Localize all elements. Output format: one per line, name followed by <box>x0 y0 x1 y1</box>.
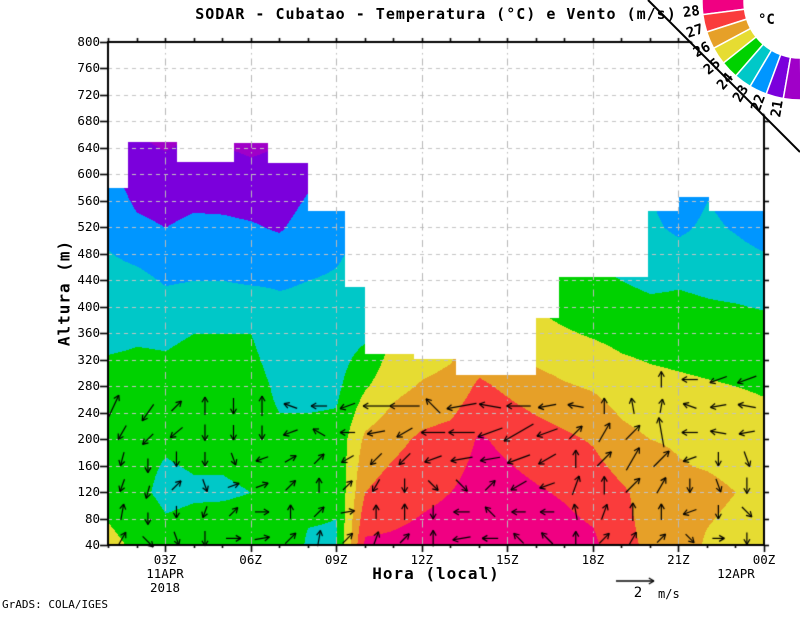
x-tick-label: 12Z <box>410 552 434 567</box>
y-tick-label: 760 <box>77 60 100 76</box>
y-tick-label: 240 <box>77 404 100 420</box>
x-tick-label: 18Z <box>581 552 605 567</box>
y-tick-label: 600 <box>77 166 100 182</box>
x-tick-label: 09Z <box>324 552 348 567</box>
y-tick-label: 640 <box>77 139 100 155</box>
y-tick-label: 480 <box>77 245 100 261</box>
y-tick-label: 800 <box>77 34 100 49</box>
x-tick-sublabel: 11APR <box>146 566 184 581</box>
vector-scale-unit: m/s <box>658 587 680 601</box>
x-tick-label: 21Z <box>667 552 690 567</box>
y-tick-label: 680 <box>77 113 100 129</box>
chart-title: SODAR - Cubatao - Temperatura (°C) e Ven… <box>195 5 677 23</box>
y-tick-label: 120 <box>77 484 100 500</box>
y-tick-label: 560 <box>77 192 100 208</box>
y-tick-label: 40 <box>84 537 100 552</box>
y-tick-label: 440 <box>77 272 100 288</box>
y-tick-label: 520 <box>77 219 100 235</box>
grads-watermark: GrADS: COLA/IGES <box>2 598 108 611</box>
y-tick-label: 720 <box>77 86 100 102</box>
x-tick-sublabel: 12APR <box>717 566 755 581</box>
y-tick-label: 400 <box>77 298 100 314</box>
x-tick-sublabel: 2018 <box>149 580 181 595</box>
x-axis-title: Hora (local) <box>372 564 500 583</box>
y-tick-label: 320 <box>77 351 100 367</box>
y-tick-label: 360 <box>77 325 100 341</box>
x-tick-label: 03Z <box>153 552 177 567</box>
y-tick-label: 280 <box>77 378 100 394</box>
y-tick-label: 80 <box>84 510 100 526</box>
vector-scale-value: 2 <box>633 585 643 601</box>
x-tick-label: 15Z <box>496 552 519 567</box>
x-tick-label: 00Z <box>752 552 776 567</box>
y-tick-label: 200 <box>77 431 100 447</box>
y-tick-label: 160 <box>77 457 100 473</box>
x-tick-label: 06Z <box>239 552 262 567</box>
